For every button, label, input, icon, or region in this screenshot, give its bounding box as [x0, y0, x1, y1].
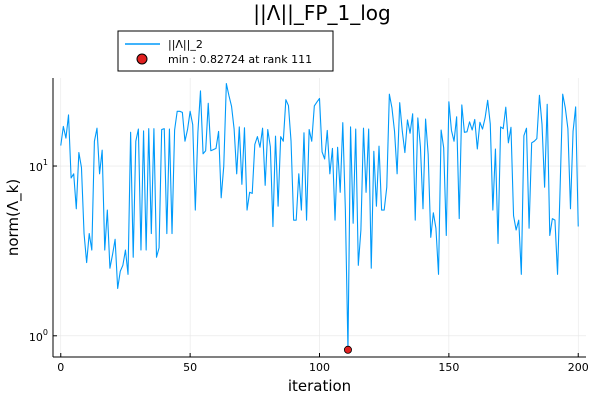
- legend-marker-label: min : 0.82724 at rank 111: [168, 53, 312, 66]
- x-ticks: 0 50 100 150 200: [57, 353, 589, 374]
- series-line: [60, 83, 579, 351]
- x-tick-label: 100: [309, 361, 330, 374]
- legend: ||Λ||_2 min : 0.82724 at rank 111: [117, 30, 334, 72]
- legend-marker-swatch: [136, 53, 148, 65]
- legend-series-label: ||Λ||_2: [168, 38, 203, 51]
- chart-title: ||Λ||_FP_1_log: [253, 1, 390, 25]
- markers-layer: [343, 345, 352, 354]
- series-layer: [60, 83, 579, 351]
- x-tick-label: 150: [438, 361, 459, 374]
- x-tick-label: 200: [568, 361, 589, 374]
- y-tick-label: 100: [29, 328, 48, 344]
- x-axis-label: iteration: [288, 377, 351, 395]
- legend-box: [117, 30, 334, 72]
- grid: [53, 78, 586, 357]
- x-tick-label: 50: [183, 361, 197, 374]
- y-axis-label: norm(Λ_k): [4, 179, 23, 256]
- min-point-marker: [343, 345, 352, 354]
- y-ticks: 100 101: [29, 158, 57, 344]
- y-tick-label: 101: [29, 158, 48, 174]
- x-tick-label: 0: [57, 361, 64, 374]
